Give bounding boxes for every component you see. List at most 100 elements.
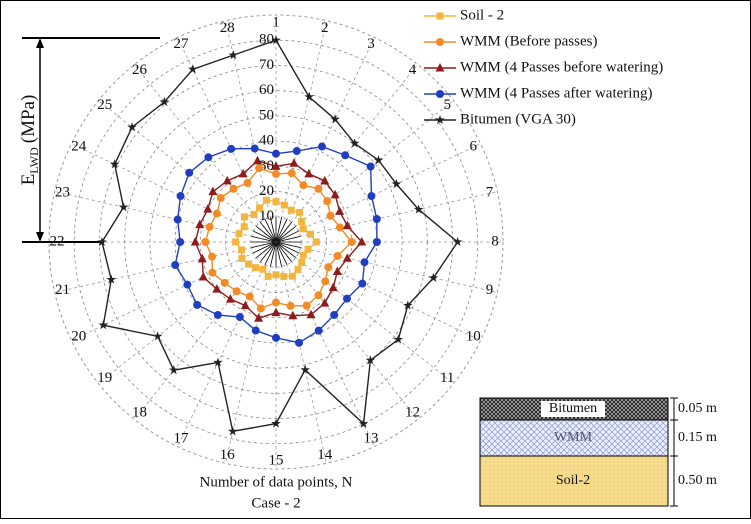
category-label: 6	[470, 138, 478, 154]
marker	[204, 153, 212, 161]
marker	[193, 301, 201, 309]
marker	[272, 170, 280, 178]
r-tick-label: 50	[259, 107, 274, 123]
marker	[314, 185, 322, 193]
marker	[373, 215, 381, 223]
marker	[241, 223, 248, 230]
legend: Soil - 2WMM (Before passes)WMM (4 Passes…	[424, 7, 663, 127]
marker	[289, 273, 296, 280]
marker	[321, 277, 329, 285]
marker	[318, 143, 326, 151]
marker	[272, 334, 280, 342]
marker	[323, 197, 331, 205]
marker	[343, 221, 352, 230]
marker	[436, 38, 444, 46]
category-label: 15	[269, 452, 284, 468]
marker	[230, 185, 238, 193]
marker	[300, 225, 307, 232]
marker	[348, 238, 356, 246]
marker	[435, 115, 445, 124]
y-label-base: E	[18, 174, 39, 186]
marker	[176, 238, 184, 246]
marker	[314, 291, 322, 299]
r-tick-label: 60	[259, 82, 274, 98]
marker	[233, 287, 241, 295]
marker	[288, 169, 296, 177]
marker	[245, 261, 252, 268]
marker	[183, 281, 191, 289]
category-label: 23	[55, 185, 70, 201]
marker	[265, 273, 272, 280]
marker	[281, 202, 288, 209]
r-tick-label: 40	[259, 133, 274, 149]
legend-label: WMM (Before passes)	[460, 33, 597, 49]
marker	[335, 206, 344, 215]
category-label: 12	[405, 405, 420, 421]
marker	[271, 419, 281, 428]
marker	[246, 293, 254, 301]
category-label: 19	[97, 370, 112, 386]
marker	[169, 365, 179, 374]
marker	[330, 311, 338, 319]
marker	[293, 147, 301, 155]
category-label: 2	[321, 20, 329, 36]
marker	[238, 246, 245, 253]
category-label: 7	[486, 185, 494, 201]
marker	[177, 192, 185, 200]
marker	[343, 295, 351, 303]
marker	[217, 194, 225, 202]
marker	[303, 302, 311, 310]
category-label: 4	[409, 62, 417, 78]
x-label: Number of data points, N	[200, 474, 353, 490]
marker	[307, 231, 314, 238]
category-label: 5	[443, 97, 451, 113]
marker	[250, 211, 257, 218]
marker	[315, 327, 323, 335]
marker	[208, 253, 216, 261]
marker	[221, 279, 229, 287]
category-label: 26	[132, 62, 148, 78]
marker	[367, 163, 375, 171]
marker	[298, 259, 305, 266]
y-label-sub: LWD	[27, 147, 41, 174]
marker	[437, 13, 444, 20]
marker	[324, 263, 332, 271]
marker	[252, 264, 259, 271]
marker	[171, 261, 179, 269]
marker	[191, 237, 200, 246]
marker	[206, 223, 214, 231]
marker	[272, 299, 280, 307]
series-line	[102, 40, 458, 431]
marker	[208, 269, 216, 277]
category-label: 24	[71, 138, 87, 154]
layer-diagram: Bitumen WMM Soil-2 0.05 m 0.15 m 0.50 m	[480, 398, 717, 506]
category-label: 25	[97, 97, 112, 113]
marker	[273, 198, 280, 205]
marker	[259, 266, 266, 273]
marker	[257, 304, 265, 312]
marker	[228, 426, 238, 435]
layer-thickness: 0.15 m	[678, 430, 717, 445]
chart: 1234567891011121314151617181920212223242…	[0, 0, 751, 519]
marker	[272, 308, 281, 317]
marker	[232, 239, 239, 246]
category-label: 11	[440, 370, 454, 386]
category-label: 10	[466, 328, 481, 344]
marker	[436, 90, 444, 98]
marker	[236, 313, 244, 321]
layer-name: WMM	[554, 430, 593, 445]
marker	[199, 272, 208, 281]
legend-label: WMM (4 Passes before watering)	[460, 59, 663, 75]
marker	[288, 207, 295, 214]
marker	[358, 280, 366, 288]
marker	[263, 197, 270, 204]
y-label: ELWD(MPa)	[18, 95, 40, 186]
category-label: 16	[220, 447, 236, 463]
category-label: 21	[55, 282, 70, 298]
marker	[256, 204, 263, 211]
marker	[127, 122, 137, 131]
marker	[229, 50, 239, 59]
marker	[304, 169, 313, 178]
legend-label: WMM (4 Passes after watering)	[460, 85, 652, 101]
